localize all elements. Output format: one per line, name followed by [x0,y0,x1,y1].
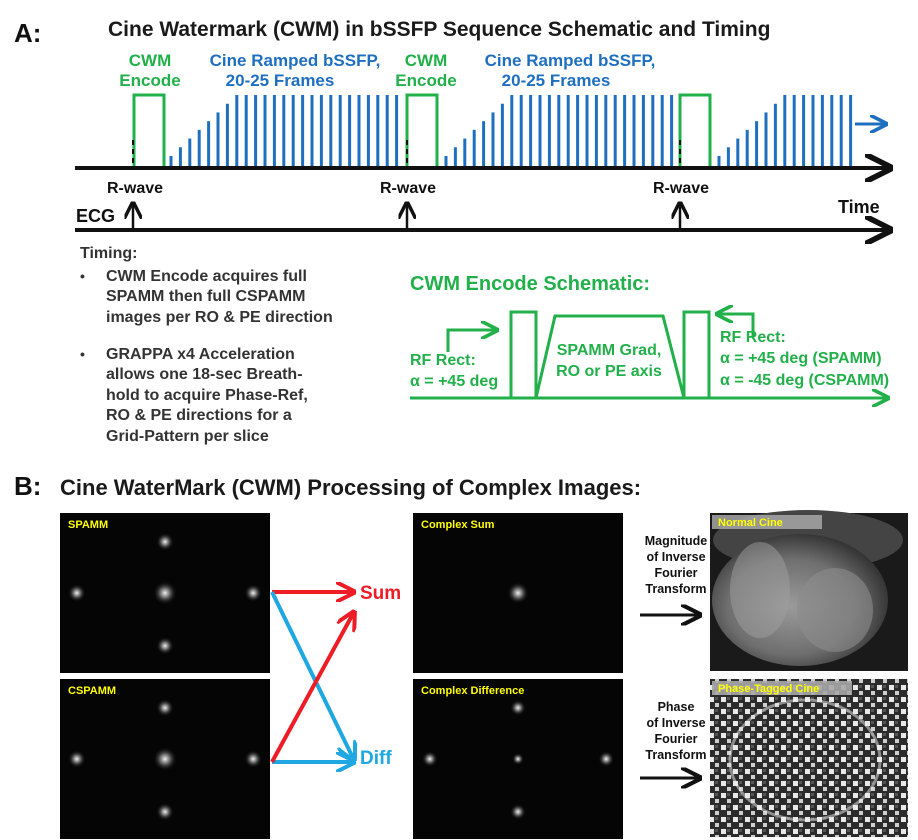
cwm-encode-pulse-2 [405,93,439,168]
cwm-encode-pulse-3 [678,93,712,168]
complex-diff-image: Complex Difference [413,679,623,839]
svg-text:GRAPPA x4 Acceleration: GRAPPA x4 Acceleration [106,346,295,363]
svg-text:α = -45 deg (CSPAMM): α = -45 deg (CSPAMM) [720,372,889,389]
svg-text:Transform: Transform [645,748,706,762]
kspace-peak [156,802,174,821]
rwave-label-1: R-wave [107,180,163,197]
timing-notes: Timing: • CWM Encode acquires full SPAMM… [80,245,333,445]
cine-bssfp-bars [169,95,853,168]
kspace-peak [510,699,526,716]
svg-text:images per RO & PE direction: images per RO & PE direction [106,309,333,326]
svg-text:SPAMM: SPAMM [68,519,108,531]
svg-text:CWM: CWM [405,51,447,70]
rf-rect-left-label: RF Rect: α = +45 deg [410,352,498,390]
svg-text:α = +45 deg (SPAMM): α = +45 deg (SPAMM) [720,350,882,367]
svg-text:RF Rect:: RF Rect: [720,329,786,346]
spamm-image: SPAMM [60,513,270,673]
svg-text:Transform: Transform [645,582,706,596]
svg-text:Phase: Phase [658,700,695,714]
kspace-peak [598,751,615,767]
svg-text:CWM: CWM [129,51,171,70]
cine-label-1: Cine Ramped bSSFP, 20-25 Frames [210,51,381,90]
encode-schematic-heading: CWM Encode Schematic: [410,273,650,295]
diff-label: Diff [360,748,392,769]
kspace-peak [153,581,177,605]
svg-text:RO & PE directions for a: RO & PE directions for a [106,407,292,424]
kspace-peak [156,636,174,655]
kspace-peak [244,750,263,768]
svg-text:•: • [80,268,85,284]
phase-ift-label: Phase of Inverse Fourier Transform [645,700,706,762]
rf-rect-right-label: RF Rect: α = +45 deg (SPAMM) α = -45 deg… [720,329,889,389]
cwm-encode-label-1: CWM Encode [119,51,180,90]
panel-a-letter: A: [14,18,41,48]
panel-b-letter: B: [14,471,41,501]
svg-text:RO or PE axis: RO or PE axis [556,363,662,380]
svg-text:Cine Ramped bSSFP,: Cine Ramped bSSFP, [485,51,656,70]
cspamm-image: CSPAMM [60,679,270,839]
svg-text:of Inverse: of Inverse [646,716,705,730]
svg-text:Fourier: Fourier [654,566,697,580]
kspace-peak [153,747,177,771]
svg-text:CWM Encode acquires full: CWM Encode acquires full [106,268,307,285]
normal-cine-image: Normal Cine [710,510,908,671]
svg-text:hold to acquire Phase-Ref,: hold to acquire Phase-Ref, [106,387,308,404]
cwm-encode-label-2: CWM Encode [395,51,456,90]
spamm-grad-label: SPAMM Grad, RO or PE axis [556,342,662,380]
kspace-peak [244,584,263,602]
kspace-peak [507,582,529,604]
phase-tagged-cine-image: Phase-Tagged Cine [710,679,908,837]
rwave-label-2: R-wave [380,180,436,197]
svg-text:Magnitude: Magnitude [645,534,708,548]
time-label: Time [838,197,880,217]
sum-diff-arrows [270,592,354,762]
svg-text:CSPAMM: CSPAMM [68,685,116,697]
svg-text:Grid-Pattern per slice: Grid-Pattern per slice [106,428,269,445]
magnitude-ift-label: Magnitude of Inverse Fourier Transform [645,534,708,596]
svg-text:20-25 Frames: 20-25 Frames [502,71,611,90]
kspace-peak [156,698,174,717]
timing-heading: Timing: [80,245,137,262]
kspace-peak [510,803,526,820]
panel-a-title: Cine Watermark (CWM) in bSSFP Sequence S… [108,18,770,41]
svg-text:Complex Sum: Complex Sum [421,519,495,531]
svg-text:SPAMM Grad,: SPAMM Grad, [557,342,662,359]
encode-schematic-diagram [410,312,888,398]
kspace-peak [67,584,86,602]
kspace-peak [512,753,524,765]
svg-text:Cine Ramped bSSFP,: Cine Ramped bSSFP, [210,51,381,70]
svg-text:of Inverse: of Inverse [646,550,705,564]
svg-text:Phase-Tagged Cine: Phase-Tagged Cine [718,683,819,695]
svg-text:Complex Difference: Complex Difference [421,685,524,697]
svg-text:allows one 18-sec Breath-: allows one 18-sec Breath- [106,366,303,383]
kspace-peak [421,751,438,767]
sum-label: Sum [360,583,401,604]
svg-text:Encode: Encode [119,71,180,90]
ecg-label: ECG [76,206,115,226]
kspace-peak [67,750,86,768]
complex-sum-image: Complex Sum [413,513,623,673]
svg-text:SPAMM then full CSPAMM: SPAMM then full CSPAMM [106,288,305,305]
svg-text:Fourier: Fourier [654,732,697,746]
svg-text:Encode: Encode [395,71,456,90]
svg-text:20-25 Frames: 20-25 Frames [226,71,335,90]
svg-text:α = +45 deg: α = +45 deg [410,373,498,390]
rwave-label-3: R-wave [653,180,709,197]
cwm-encode-pulse-1 [132,93,166,168]
svg-text:RF Rect:: RF Rect: [410,352,476,369]
svg-text:•: • [80,346,85,362]
kspace-peak [156,532,174,551]
svg-text:Normal Cine: Normal Cine [718,517,783,529]
cine-label-2: Cine Ramped bSSFP, 20-25 Frames [485,51,656,90]
panel-b-title: Cine WaterMark (CWM) Processing of Compl… [60,475,641,500]
